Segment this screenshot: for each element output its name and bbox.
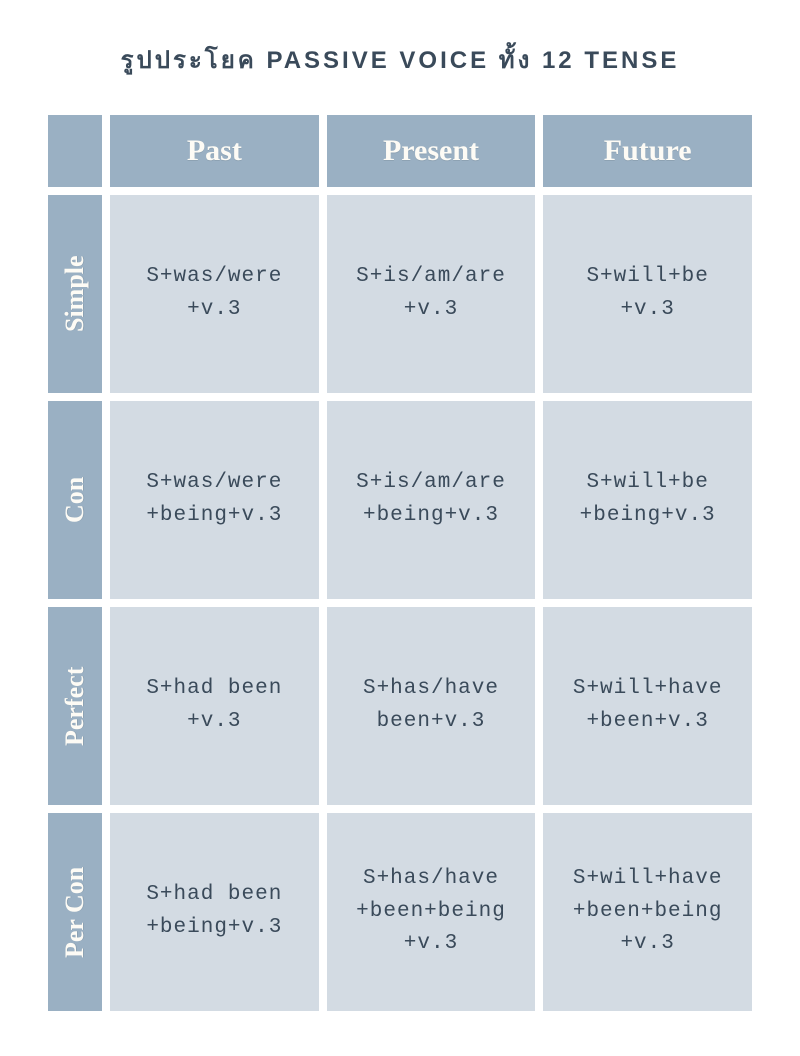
cell-perfect-present: S+has/have been+v.3: [327, 607, 536, 805]
cell-con-future: S+will+be +being+v.3: [543, 401, 752, 599]
cell-perfect-past: S+had been +v.3: [110, 607, 319, 805]
cell-simple-past: S+was/were +v.3: [110, 195, 319, 393]
cell-percon-future: S+will+have +been+being +v.3: [543, 813, 752, 1011]
col-header-future: Future: [543, 115, 752, 187]
cell-con-past: S+was/were +being+v.3: [110, 401, 319, 599]
cell-percon-past: S+had been +being+v.3: [110, 813, 319, 1011]
page-title: รูปประโยค PASSIVE VOICE ทั้ง 12 TENSE: [48, 40, 752, 79]
cell-perfect-future: S+will+have +been+v.3: [543, 607, 752, 805]
cell-simple-future: S+will+be +v.3: [543, 195, 752, 393]
row-header-con: Con: [48, 401, 102, 599]
cell-percon-present: S+has/have +been+being +v.3: [327, 813, 536, 1011]
row-header-percon: Per Con: [48, 813, 102, 1011]
cell-simple-present: S+is/am/are +v.3: [327, 195, 536, 393]
corner-cell: [48, 115, 102, 187]
col-header-past: Past: [110, 115, 319, 187]
col-header-present: Present: [327, 115, 536, 187]
row-header-simple: Simple: [48, 195, 102, 393]
row-header-perfect: Perfect: [48, 607, 102, 805]
cell-con-present: S+is/am/are +being+v.3: [327, 401, 536, 599]
tense-table: Past Present Future Simple S+was/were +v…: [48, 115, 752, 1011]
